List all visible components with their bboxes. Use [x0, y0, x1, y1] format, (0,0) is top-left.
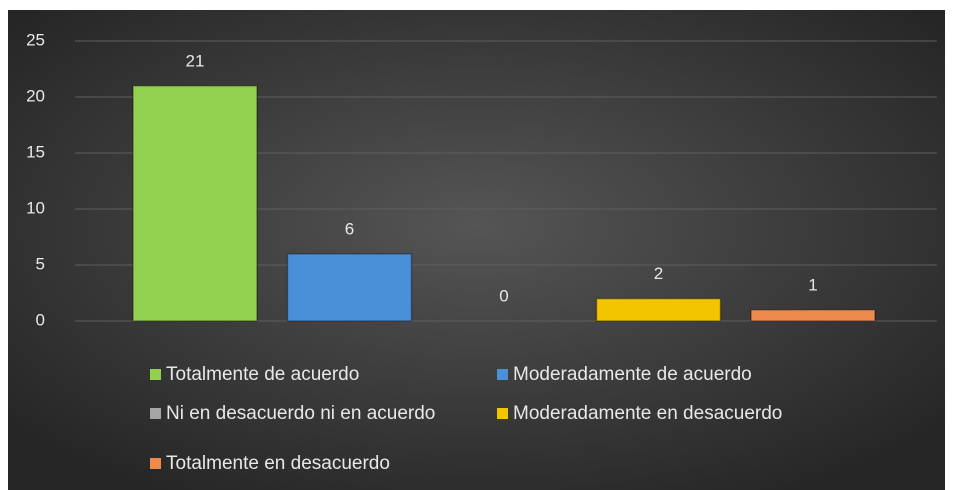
y-tick-label: 10: [26, 198, 45, 217]
legend-swatch: [150, 408, 161, 419]
bar: [750, 309, 876, 322]
legend-label: Ni en desacuerdo ni en acuerdo: [166, 403, 435, 424]
y-tick-label: 20: [26, 86, 45, 105]
y-tick-label: 15: [26, 142, 45, 161]
y-tick-label: 5: [36, 254, 45, 273]
legend-label: Moderadamente de acuerdo: [513, 364, 752, 385]
bar: [595, 297, 722, 322]
bar: [132, 85, 258, 322]
data-label: 1: [808, 275, 817, 294]
legend-label: Totalmente de acuerdo: [166, 364, 359, 385]
data-label: 2: [654, 264, 663, 283]
y-tick-label: 25: [26, 30, 45, 49]
y-tick-label: 0: [36, 310, 45, 329]
legend-label: Moderadamente en desacuerdo: [513, 403, 782, 424]
legend-swatch: [497, 408, 508, 419]
legend-swatch: [150, 369, 161, 380]
bar: [286, 253, 413, 322]
legend-label: Totalmente en desacuerdo: [166, 453, 390, 474]
data-label: 6: [345, 219, 354, 238]
data-label: 0: [499, 286, 508, 305]
data-label: 21: [186, 51, 205, 70]
legend-swatch: [497, 369, 508, 380]
legend-swatch: [150, 458, 161, 469]
